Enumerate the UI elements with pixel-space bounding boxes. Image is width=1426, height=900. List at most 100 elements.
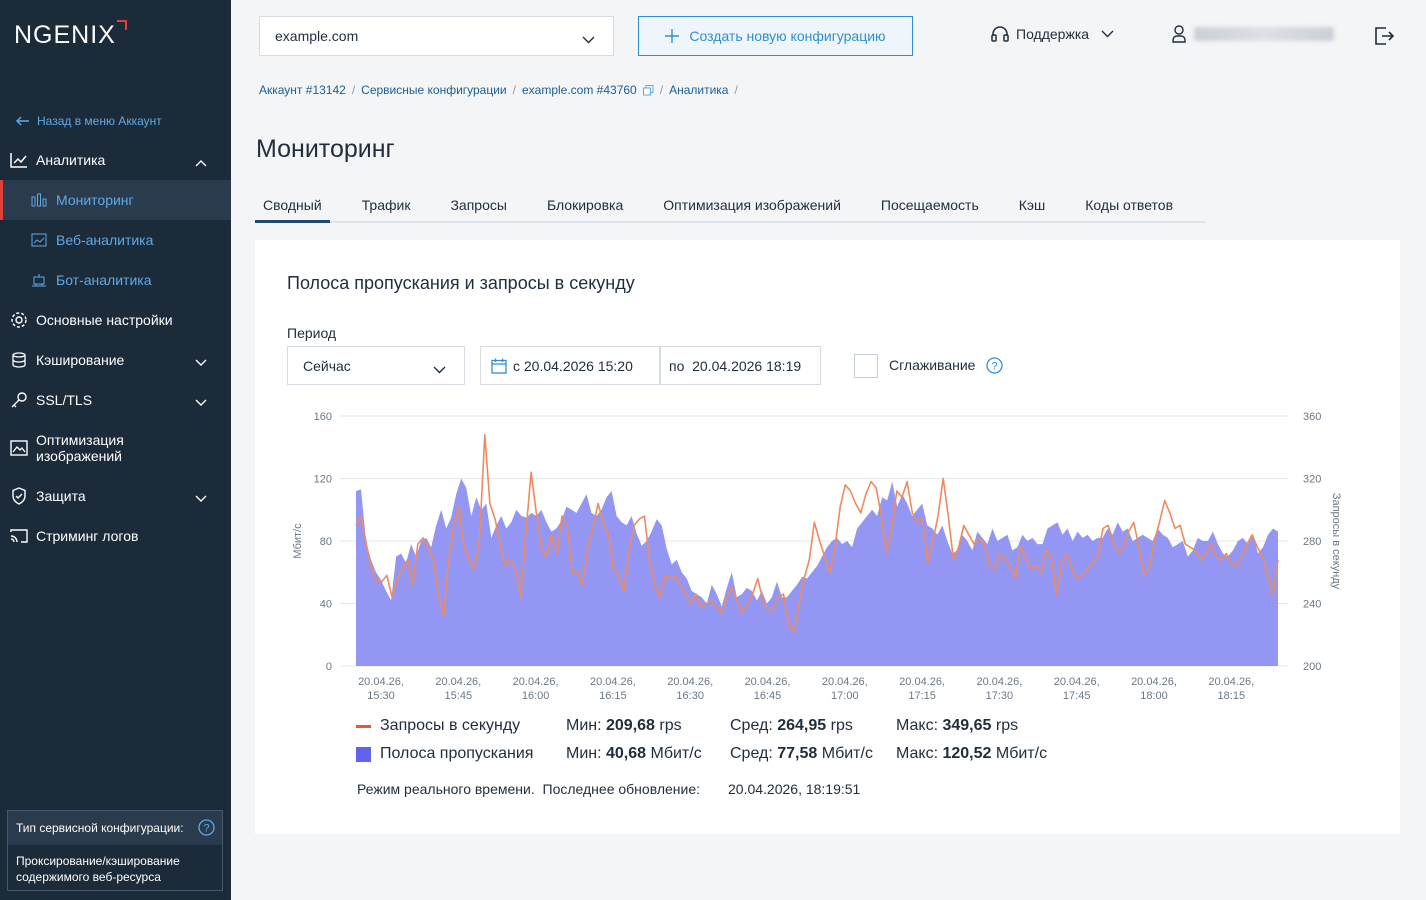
tab-summary[interactable]: Сводный: [255, 190, 330, 223]
rps-line: [355, 434, 1279, 633]
breadcrumb-service-configs[interactable]: Сервисные конфигурации: [361, 83, 507, 97]
x-tick-label: 20.04.26,: [745, 676, 791, 688]
x-tick-label: 15:30: [367, 690, 395, 702]
chart-line-icon: [10, 151, 28, 169]
image-icon: [10, 439, 28, 457]
x-tick-label: 16:30: [676, 690, 704, 702]
legend-rps[interactable]: Запросы в секунду: [356, 717, 520, 735]
chevron-down-icon: [582, 31, 595, 47]
page-title: Мониторинг: [256, 135, 395, 163]
smoothing-checkbox[interactable]: [854, 354, 878, 378]
domain-select-value: example.com: [275, 28, 359, 44]
breadcrumb-separator: /: [659, 83, 664, 97]
y2-axis-label: Запросы в секунду: [1330, 493, 1342, 590]
sidebar-item-label: Аналитика: [36, 152, 106, 168]
svg-text:?: ?: [991, 361, 997, 373]
sidebar-item-bot-analytics[interactable]: Бот-аналитика: [0, 260, 231, 300]
tab-traffic[interactable]: Трафик: [361, 197, 411, 213]
copy-icon[interactable]: [642, 84, 654, 96]
sidebar-item-caching[interactable]: Кэширование: [0, 340, 231, 380]
tab-attendance[interactable]: Посещаемость: [880, 197, 979, 213]
date-from-field[interactable]: с 20.04.2026 15:20: [480, 346, 660, 385]
chevron-down-icon: [195, 354, 207, 370]
create-config-label: Создать новую конфигурацию: [689, 28, 886, 44]
y2-tick-label: 280: [1303, 536, 1321, 548]
gear-icon: [10, 311, 28, 329]
tab-requests[interactable]: Запросы: [450, 197, 507, 213]
x-tick-label: 16:15: [599, 690, 627, 702]
tab-blocking[interactable]: Блокировка: [546, 197, 624, 213]
x-tick-label: 20.04.26,: [1131, 676, 1177, 688]
bandwidth-rps-chart: 0 40 80 120 160 200 240 280 320 360 Мбит/с Запросы …: [292, 411, 1342, 702]
y2-tick-label: 200: [1303, 661, 1321, 673]
y-axis-label: Мбит/с: [292, 523, 304, 559]
legend-bandwidth-swatch: [356, 746, 371, 762]
user-icon: [1172, 25, 1186, 43]
logout-icon[interactable]: [1374, 26, 1395, 51]
plus-icon: [665, 29, 680, 43]
rps-avg: Сред: 264,95 rps: [730, 717, 853, 734]
help-icon[interactable]: ?: [198, 819, 215, 839]
chart-card: Полоса пропускания и запросы в секунду П…: [255, 240, 1400, 834]
legend-bandwidth[interactable]: Полоса пропускания: [356, 745, 533, 763]
x-tick-label: 17:15: [908, 690, 936, 702]
sidebar-item-label: Кэширование: [36, 352, 125, 368]
period-select-value: Сейчас: [303, 357, 351, 374]
shield-icon: [10, 487, 28, 505]
period-select[interactable]: Сейчас: [287, 346, 465, 385]
x-tick-label: 18:15: [1218, 690, 1246, 702]
domain-select[interactable]: example.com: [259, 16, 614, 56]
sidebar-item-analytics[interactable]: Аналитика: [0, 140, 231, 180]
help-icon[interactable]: ?: [986, 357, 1003, 379]
x-tick-label: 20.04.26,: [435, 676, 481, 688]
smoothing-label: Сглаживание: [889, 357, 976, 373]
chevron-down-icon: [1101, 30, 1114, 38]
bw-avg: Сред: 77,58 Мбит/с: [730, 745, 873, 762]
breadcrumb-config[interactable]: example.com #43760: [521, 83, 637, 97]
sidebar-item-web-analytics[interactable]: Веб-аналитика: [0, 220, 231, 260]
sidebar-item-label: Стриминг логов: [36, 528, 139, 544]
chevron-down-icon: [433, 361, 446, 377]
period-label: Период: [287, 325, 337, 341]
back-to-account-link[interactable]: Назад в меню Аккаунт: [16, 114, 162, 128]
bar-chart-icon: [30, 191, 48, 209]
user-menu[interactable]: [1172, 25, 1334, 43]
sidebar-item-log-streaming[interactable]: Стриминг логов: [0, 516, 231, 556]
breadcrumb-analytics[interactable]: Аналитика: [669, 83, 729, 97]
last-update-value: 20.04.2026, 18:19:51: [728, 781, 861, 797]
breadcrumb-separator: /: [734, 83, 738, 97]
sidebar-item-monitoring[interactable]: Мониторинг: [0, 180, 231, 220]
database-icon: [10, 351, 28, 369]
realtime-mode-label: Режим реального времени. Последнее обнов…: [357, 781, 700, 797]
x-tick-label: 16:45: [754, 690, 782, 702]
y-tick-label: 40: [320, 599, 332, 611]
config-type-box: Тип сервисной конфигурации: ? Проксирова…: [7, 810, 223, 891]
legend-bandwidth-label: Полоса пропускания: [380, 745, 534, 762]
tab-image-optimization[interactable]: Оптимизация изображений: [663, 197, 841, 213]
create-config-button[interactable]: Создать новую конфигурацию: [638, 16, 913, 56]
config-type-body: Проксирование/кэширование содержимого ве…: [16, 854, 180, 884]
sidebar-item-label: Бот-аналитика: [56, 272, 152, 288]
x-tick-label: 20.04.26,: [1208, 676, 1254, 688]
x-tick-label: 20.04.26,: [899, 676, 945, 688]
date-to-field[interactable]: по 20.04.2026 18:19: [660, 346, 821, 385]
x-tick-label: 16:00: [522, 690, 550, 702]
sidebar-item-image-optimization[interactable]: Оптимизация изображений: [0, 420, 231, 476]
tab-cache[interactable]: Кэш: [1018, 197, 1046, 213]
y-tick-label: 0: [326, 661, 332, 673]
support-menu[interactable]: Поддержка: [990, 25, 1114, 43]
breadcrumb-account[interactable]: Аккаунт #13142: [259, 83, 346, 97]
x-tick-label: 15:45: [445, 690, 473, 702]
support-label: Поддержка: [1016, 26, 1090, 42]
key-icon: [10, 391, 28, 409]
x-tick-label: 17:30: [986, 690, 1014, 702]
sidebar-item-ssl-tls[interactable]: SSL/TLS: [0, 380, 231, 420]
sidebar-item-general-settings[interactable]: Основные настройки: [0, 300, 231, 340]
x-tick-label: 20.04.26,: [358, 676, 404, 688]
x-tick-label: 18:00: [1140, 690, 1168, 702]
svg-text:?: ?: [203, 823, 209, 835]
tab-response-codes[interactable]: Коды ответов: [1085, 197, 1174, 213]
x-tick-label: 20.04.26,: [590, 676, 636, 688]
ngenix-logo[interactable]: NGENIX: [14, 20, 134, 50]
sidebar-item-protection[interactable]: Защита: [0, 476, 231, 516]
